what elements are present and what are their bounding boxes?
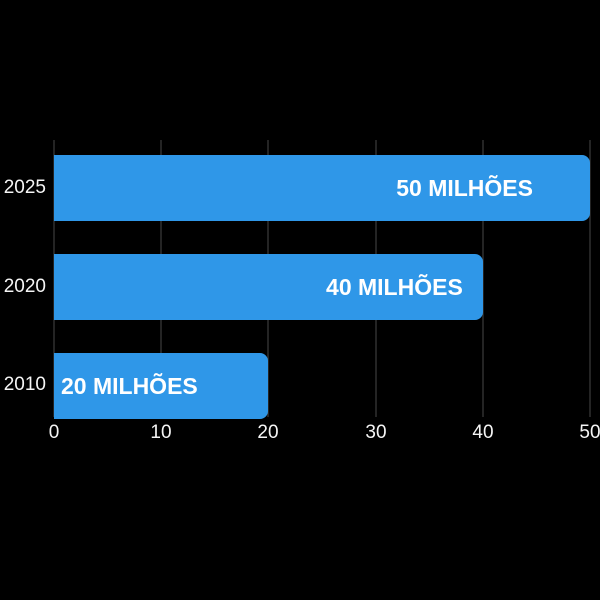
y-axis-label-2025: 2025 bbox=[3, 177, 46, 198]
x-axis-tick-30: 30 bbox=[365, 422, 387, 443]
bar-row-2010: 20 MILHÕES bbox=[54, 353, 590, 419]
x-axis-tick-40: 40 bbox=[472, 422, 494, 443]
x-axis-tick-10: 10 bbox=[150, 422, 172, 443]
gridline-40 bbox=[482, 140, 484, 417]
bar-value-label-2010: 20 MILHÕES bbox=[61, 372, 198, 399]
bar-2020: 40 MILHÕES bbox=[54, 254, 483, 320]
gridline-50 bbox=[589, 140, 591, 417]
bar-row-2025: 50 MILHÕES bbox=[54, 155, 590, 221]
x-axis-tick-0: 0 bbox=[48, 422, 60, 443]
bar-2025: 50 MILHÕES bbox=[54, 155, 590, 221]
plot-area: 50 MILHÕES 40 MILHÕES 20 MILHÕES bbox=[53, 140, 591, 419]
x-axis-tick-50: 50 bbox=[579, 422, 600, 443]
bar-row-2020: 40 MILHÕES bbox=[54, 254, 590, 320]
x-axis-tick-20: 20 bbox=[257, 422, 279, 443]
bar-value-label-2025: 50 MILHÕES bbox=[396, 174, 533, 201]
y-axis-label-2020: 2020 bbox=[3, 276, 46, 297]
bar-2010: 20 MILHÕES bbox=[54, 353, 269, 419]
y-axis-label-2010: 2010 bbox=[3, 374, 46, 395]
bar-value-label-2020: 40 MILHÕES bbox=[326, 273, 463, 300]
